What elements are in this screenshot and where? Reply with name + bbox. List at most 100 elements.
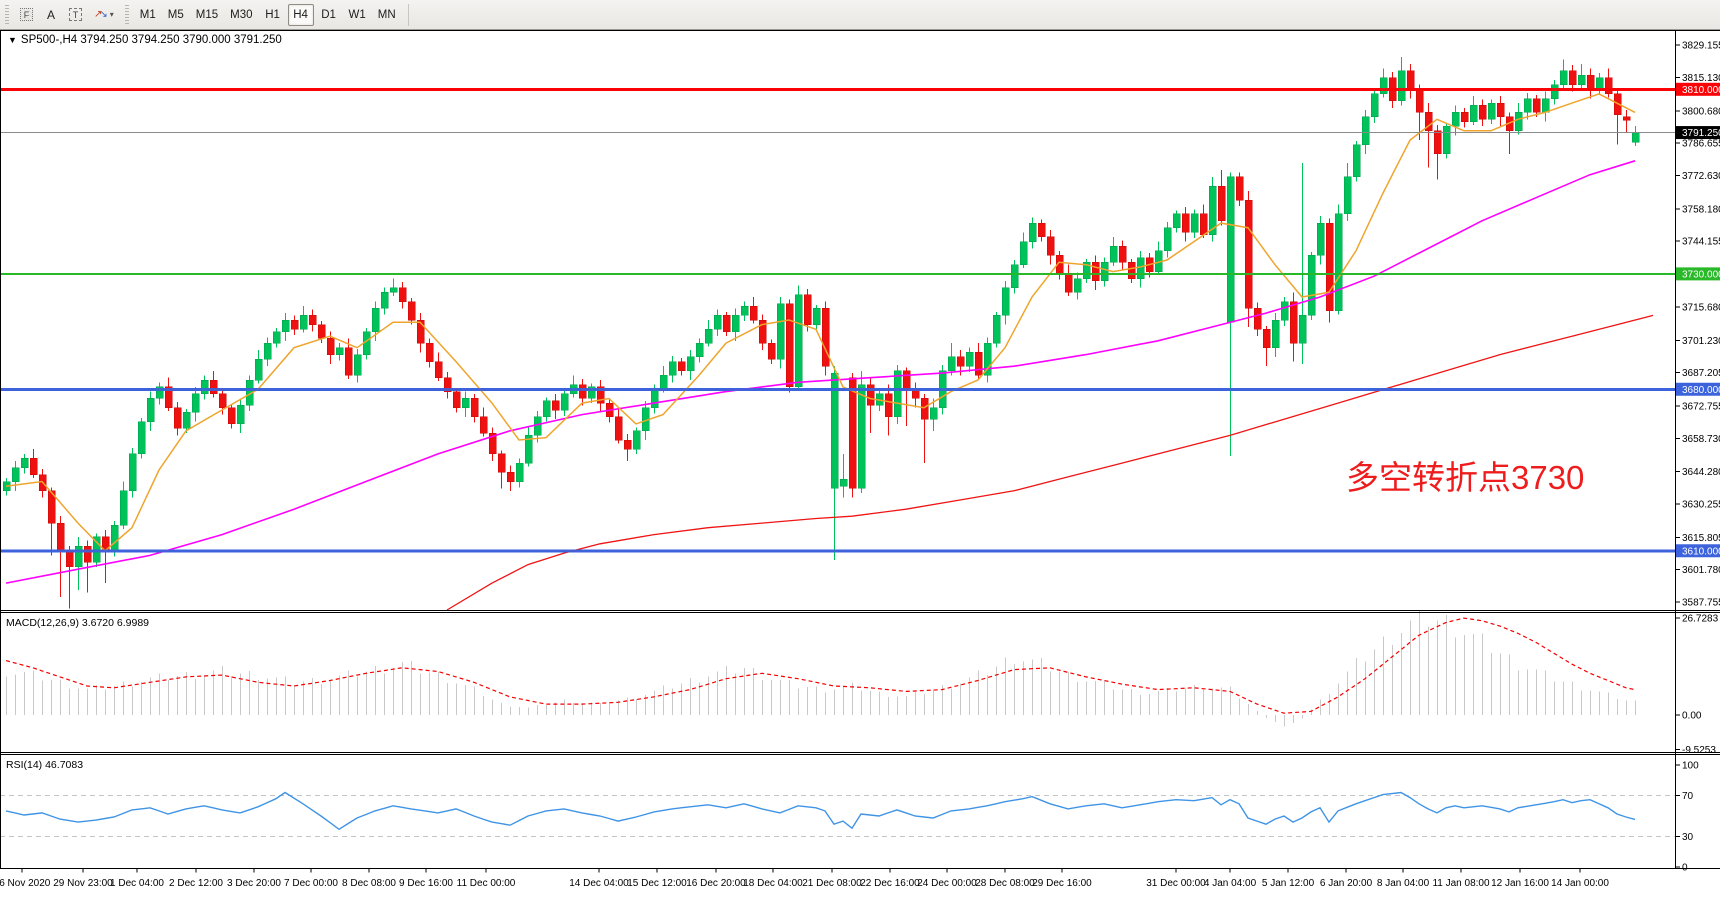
textbox-icon-glyph: T bbox=[69, 8, 82, 21]
text-annotation-icon[interactable]: A bbox=[40, 4, 62, 26]
price-axis[interactable]: 3829.155 3815.130 3800.680 3786.655 3772.630… bbox=[1675, 41, 1720, 609]
svg-text:22 Dec 16:00: 22 Dec 16:00 bbox=[860, 878, 920, 889]
svg-text:29 Dec 16:00: 29 Dec 16:00 bbox=[1032, 878, 1092, 889]
timeframe-button-h1[interactable]: H1 bbox=[265, 8, 280, 21]
svg-text:24 Dec 00:00: 24 Dec 00:00 bbox=[917, 878, 977, 889]
svg-text:3672.755: 3672.755 bbox=[1682, 401, 1720, 412]
template-f-icon-glyph: F bbox=[20, 8, 33, 21]
svg-text:5 Jan 12:00: 5 Jan 12:00 bbox=[1262, 878, 1315, 889]
svg-text:0: 0 bbox=[1682, 863, 1688, 874]
timeframe-buttons-group: M1 M5 M15 M30 H1 H4 D1 W1 MN bbox=[134, 3, 402, 26]
svg-text:14 Jan 00:00: 14 Jan 00:00 bbox=[1551, 878, 1609, 889]
svg-text:11 Jan 08:00: 11 Jan 08:00 bbox=[1432, 878, 1490, 889]
svg-text:1 Dec 04:00: 1 Dec 04:00 bbox=[110, 878, 164, 889]
macd-signal-line bbox=[5, 617, 1636, 714]
svg-text:8 Dec 08:00: 8 Dec 08:00 bbox=[342, 878, 396, 889]
rsi-levels bbox=[0, 795, 1675, 837]
timeframe-button-m15[interactable]: M15 bbox=[195, 8, 219, 21]
svg-text:3800.680: 3800.680 bbox=[1682, 106, 1720, 117]
svg-text:11 Dec 00:00: 11 Dec 00:00 bbox=[457, 878, 516, 889]
toolbar: F A T ↗ ↘ ▾ M1 M5 M15 M30 H1 H4 D1 W1 MN bbox=[0, 0, 1720, 30]
svg-text:3587.755: 3587.755 bbox=[1682, 598, 1720, 609]
svg-text:3829.155: 3829.155 bbox=[1682, 41, 1720, 52]
arrow-objects-icon[interactable]: ↗ ↘ ▾ bbox=[89, 4, 119, 26]
svg-text:-9.5253: -9.5253 bbox=[1682, 745, 1716, 756]
svg-text:3815.130: 3815.130 bbox=[1682, 73, 1720, 84]
svg-text:3644.280: 3644.280 bbox=[1682, 467, 1720, 478]
arrow-up-glyph: ↗ bbox=[94, 9, 103, 20]
svg-text:3772.630: 3772.630 bbox=[1682, 171, 1720, 182]
arrow-down-glyph: ↘ bbox=[99, 9, 108, 20]
timeframe-button-d1[interactable]: D1 bbox=[321, 8, 336, 21]
timeframe-button-m1[interactable]: M1 bbox=[139, 8, 156, 21]
svg-text:21 Dec 08:00: 21 Dec 08:00 bbox=[802, 878, 862, 889]
svg-text:3715.680: 3715.680 bbox=[1682, 302, 1720, 313]
svg-text:12 Jan 16:00: 12 Jan 16:00 bbox=[1491, 878, 1549, 889]
timeframe-toolbar-drag-handle[interactable] bbox=[124, 4, 129, 25]
ma-slow-red bbox=[446, 314, 1654, 611]
svg-text:3730.000: 3730.000 bbox=[1682, 269, 1720, 280]
svg-text:3810.000: 3810.000 bbox=[1682, 85, 1720, 96]
svg-text:3 Dec 20:00: 3 Dec 20:00 bbox=[227, 878, 281, 889]
svg-text:26.7283: 26.7283 bbox=[1682, 614, 1719, 625]
svg-text:3744.155: 3744.155 bbox=[1682, 237, 1720, 248]
svg-text:14 Dec 04:00: 14 Dec 04:00 bbox=[569, 878, 629, 889]
chart-text-annotation[interactable]: 多空转折点3730 bbox=[1346, 459, 1585, 496]
dropdown-caret-icon[interactable]: ▾ bbox=[109, 10, 114, 19]
svg-text:29 Nov 23:00: 29 Nov 23:00 bbox=[53, 878, 113, 889]
textbox-icon[interactable]: T bbox=[64, 4, 87, 26]
timeframe-button-mn[interactable]: MN bbox=[377, 8, 396, 21]
svg-text:8 Jan 04:00: 8 Jan 04:00 bbox=[1377, 878, 1430, 889]
svg-text:16 Dec 20:00: 16 Dec 20:00 bbox=[686, 878, 746, 889]
ma-fast-orange bbox=[5, 93, 1636, 552]
svg-text:4 Jan 04:00: 4 Jan 04:00 bbox=[1204, 878, 1257, 889]
svg-text:3687.205: 3687.205 bbox=[1682, 368, 1720, 379]
panel-borders bbox=[0, 30, 1720, 869]
svg-text:9 Dec 16:00: 9 Dec 16:00 bbox=[399, 878, 453, 889]
timeframe-button-m5[interactable]: M5 bbox=[167, 8, 184, 21]
svg-text:3758.180: 3758.180 bbox=[1682, 204, 1720, 215]
toolbar-separator bbox=[407, 3, 409, 26]
horizontal-lines-top[interactable] bbox=[0, 87, 1675, 553]
svg-text:28 Dec 08:00: 28 Dec 08:00 bbox=[975, 878, 1035, 889]
rsi-axis[interactable]: 100 70 30 0 bbox=[1675, 761, 1699, 874]
svg-text:7 Dec 00:00: 7 Dec 00:00 bbox=[284, 878, 338, 889]
svg-text:18 Dec 04:00: 18 Dec 04:00 bbox=[743, 878, 803, 889]
rsi-line bbox=[5, 791, 1636, 831]
svg-text:3701.230: 3701.230 bbox=[1682, 336, 1720, 347]
svg-text:3680.000: 3680.000 bbox=[1682, 385, 1720, 396]
svg-text:3658.730: 3658.730 bbox=[1682, 434, 1720, 445]
drawing-tools-group: F A T ↗ ↘ ▾ bbox=[14, 4, 120, 26]
svg-text:100: 100 bbox=[1682, 761, 1699, 772]
svg-text:31 Dec 00:00: 31 Dec 00:00 bbox=[1146, 878, 1206, 889]
svg-text:2 Dec 12:00: 2 Dec 12:00 bbox=[169, 878, 223, 889]
timeframe-button-h4[interactable]: H4 bbox=[287, 3, 314, 26]
symbol-dropdown-icon[interactable]: ▼ bbox=[8, 35, 17, 45]
macd-axis[interactable]: 26.7283 0.00 -9.5253 bbox=[1675, 614, 1719, 757]
svg-text:3610.000: 3610.000 bbox=[1682, 546, 1720, 557]
svg-text:3786.655: 3786.655 bbox=[1682, 139, 1720, 150]
svg-text:15 Dec 12:00: 15 Dec 12:00 bbox=[627, 878, 687, 889]
svg-text:3601.780: 3601.780 bbox=[1682, 565, 1720, 576]
svg-text:70: 70 bbox=[1682, 791, 1694, 802]
timeframe-button-w1[interactable]: W1 bbox=[348, 8, 366, 21]
svg-text:0.00: 0.00 bbox=[1682, 711, 1702, 722]
ma-mid-magenta bbox=[5, 160, 1636, 584]
timeframe-button-m30[interactable]: M30 bbox=[230, 8, 253, 21]
toolbar-drag-handle[interactable] bbox=[5, 4, 9, 25]
svg-text:30: 30 bbox=[1682, 832, 1694, 843]
chart-window: 3829.155 3815.130 3800.680 3786.655 3772.630… bbox=[0, 30, 1720, 895]
template-f-icon[interactable]: F bbox=[15, 4, 38, 26]
text-annotation-icon-glyph: A bbox=[46, 7, 55, 22]
macd-indicator-label: MACD(12,26,9) 3.6720 6.9989 bbox=[6, 617, 150, 629]
price-badges: 3810.000 3791.250 3730.000 3680.000 3610.000 bbox=[1676, 82, 1720, 558]
svg-text:3615.805: 3615.805 bbox=[1682, 533, 1720, 544]
chart-canvas[interactable]: 3829.155 3815.130 3800.680 3786.655 3772.630… bbox=[0, 30, 1720, 895]
candles bbox=[2, 56, 1640, 609]
macd-histogram bbox=[6, 610, 1636, 727]
svg-text:3630.255: 3630.255 bbox=[1682, 500, 1720, 511]
svg-text:6 Jan 20:00: 6 Jan 20:00 bbox=[1320, 878, 1373, 889]
svg-text:26 Nov 2020: 26 Nov 2020 bbox=[0, 878, 51, 889]
rsi-indicator-label: RSI(14) 46.7083 bbox=[6, 759, 84, 771]
